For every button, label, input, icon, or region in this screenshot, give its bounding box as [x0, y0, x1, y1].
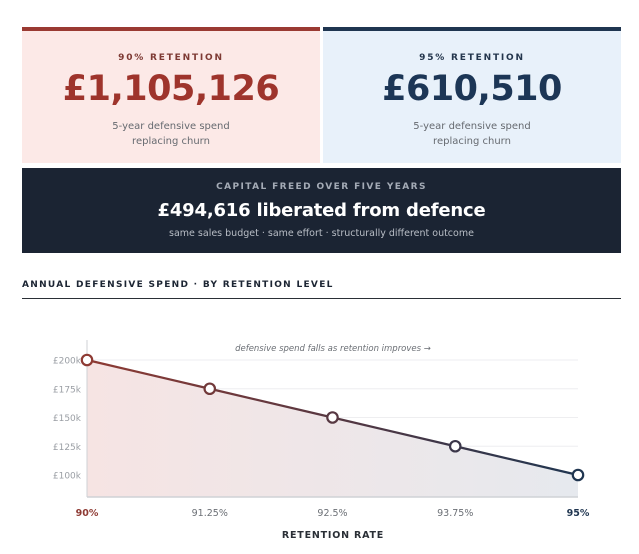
card-subtitle: 5-year defensive spend replacing churn [323, 119, 621, 149]
card-95-retention: 95% RETENTION £610,510 5-year defensive … [323, 27, 621, 163]
card-label: 95% RETENTION [419, 53, 525, 63]
y-tick-label: £200k [53, 357, 82, 367]
card-label: 90% RETENTION [118, 53, 224, 63]
banner-value: £494,616 liberated from defence [157, 200, 486, 221]
y-tick-label: £125k [53, 443, 82, 453]
card-subtitle-line: replacing churn [132, 136, 210, 147]
card-value: £610,510 [382, 69, 562, 109]
card-subtitle: 5-year defensive spend replacing churn [22, 119, 320, 149]
area-fill [87, 360, 578, 497]
y-tick-label: £150k [53, 414, 82, 424]
x-tick-label: 92.5% [317, 508, 347, 519]
card-subtitle-line: replacing churn [433, 136, 511, 147]
card-90-retention: 90% RETENTION £1,105,126 5-year defensiv… [22, 27, 320, 163]
retention-cards: 90% RETENTION £1,105,126 5-year defensiv… [22, 27, 621, 163]
x-axis-title: RETENTION RATE [282, 530, 384, 541]
capital-freed-banner: CAPITAL FREED OVER FIVE YEARS £494,616 l… [22, 168, 621, 253]
data-point-marker[interactable] [571, 468, 585, 482]
card-subtitle-line: 5-year defensive spend [413, 121, 531, 132]
x-tick-label: 90% [76, 508, 99, 519]
x-tick-label: 95% [567, 508, 590, 519]
banner-label: CAPITAL FREED OVER FIVE YEARS [216, 182, 427, 192]
section-divider [22, 298, 621, 299]
banner-subtitle: same sales budget · same effort · struct… [169, 228, 474, 239]
card-value: £1,105,126 [62, 69, 280, 109]
x-tick-label: 93.75% [437, 508, 473, 519]
x-tick-label: 91.25% [192, 508, 228, 519]
data-point-marker[interactable] [448, 439, 462, 453]
chart-section-title: ANNUAL DEFENSIVE SPEND · BY RETENTION LE… [22, 280, 334, 290]
data-point-marker[interactable] [203, 382, 217, 396]
data-point-marker[interactable] [80, 353, 94, 367]
data-point-marker[interactable] [326, 411, 339, 424]
y-tick-label: £175k [53, 385, 82, 395]
card-subtitle-line: 5-year defensive spend [112, 121, 230, 132]
chart-annotation: defensive spend falls as retention impro… [235, 344, 431, 354]
y-tick-label: £100k [53, 472, 82, 482]
